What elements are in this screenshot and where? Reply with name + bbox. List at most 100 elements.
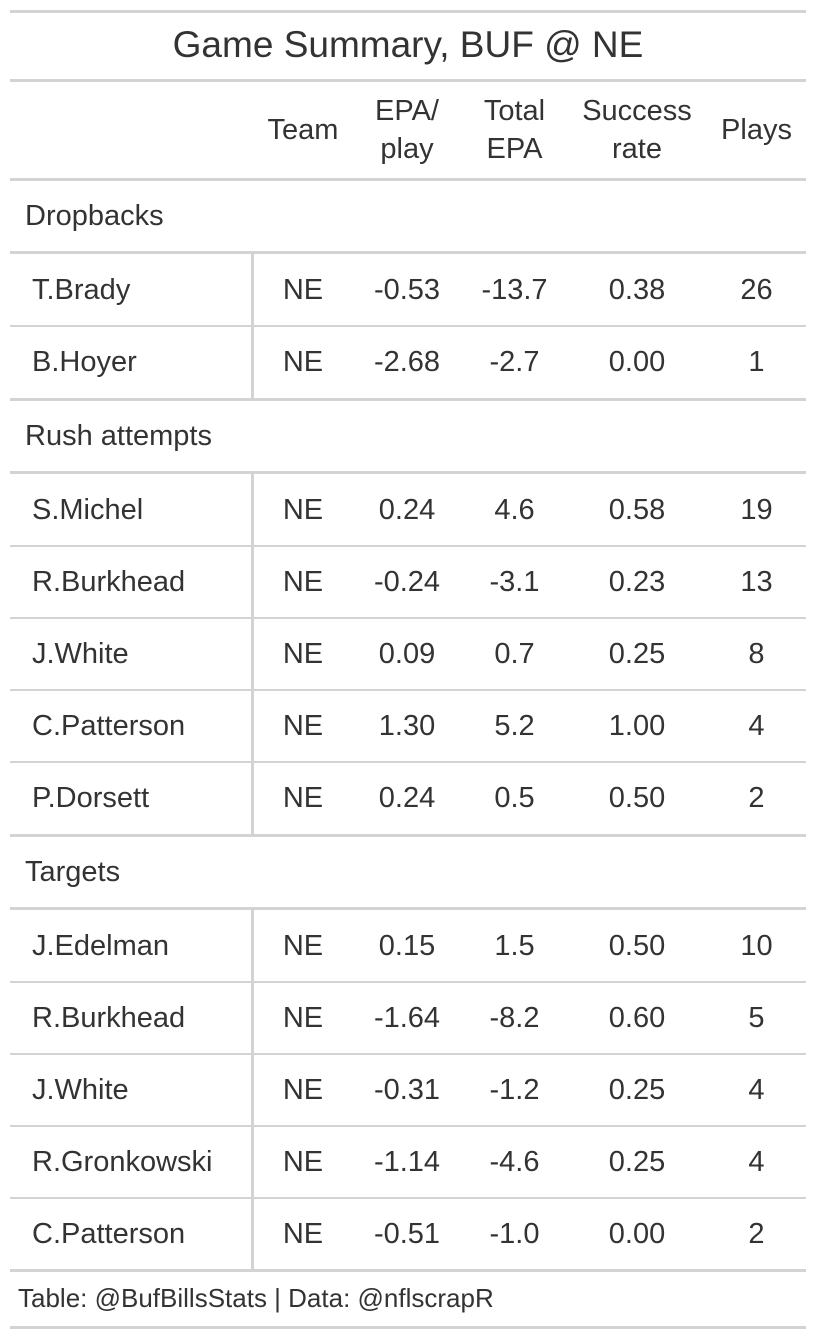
table-row: J.Edelman NE 0.15 1.5 0.50 10 <box>10 910 806 982</box>
cell-plays: 2 <box>748 1217 765 1250</box>
cell-name: J.Edelman <box>32 929 170 962</box>
cell-name: R.Burkhead <box>32 1001 186 1034</box>
cell-team: NE <box>282 565 324 598</box>
cell-team: NE <box>282 1145 324 1178</box>
row-divider <box>10 325 806 327</box>
cell-success-rate: 0.25 <box>608 1145 666 1178</box>
group-rule <box>10 907 806 910</box>
cell-epa-per-play: -0.53 <box>373 273 441 306</box>
cell-success-rate: 0.00 <box>608 1217 666 1250</box>
cell-name: R.Burkhead <box>32 565 186 598</box>
table-row: B.Hoyer NE -2.68 -2.7 0.00 1 <box>10 326 806 398</box>
cell-total-epa: -2.7 <box>489 345 540 378</box>
cell-team: NE <box>282 1073 324 1106</box>
cell-plays: 2 <box>748 781 765 814</box>
group-label: Rush attempts <box>25 419 212 452</box>
cell-epa-per-play: -2.68 <box>373 345 441 378</box>
table-row: R.Burkhead NE -0.24 -3.1 0.23 13 <box>10 546 806 618</box>
cell-total-epa: -4.6 <box>489 1145 540 1178</box>
cell-team: NE <box>282 929 324 962</box>
table-row: R.Gronkowski NE -1.14 -4.6 0.25 4 <box>10 1126 806 1198</box>
cell-success-rate: 0.25 <box>608 1073 666 1106</box>
cell-team: NE <box>282 345 324 378</box>
row-divider <box>10 1197 806 1199</box>
table-row: C.Patterson NE 1.30 5.2 1.00 4 <box>10 690 806 762</box>
cell-total-epa: 0.5 <box>494 781 535 814</box>
cell-epa-per-play: 0.24 <box>378 781 436 814</box>
cell-epa-per-play: -1.64 <box>373 1001 441 1034</box>
cell-plays: 1 <box>748 345 765 378</box>
column-header-plays: Plays <box>721 114 792 146</box>
row-divider <box>10 1125 806 1127</box>
cell-total-epa: -1.2 <box>489 1073 540 1106</box>
row-divider <box>10 981 806 983</box>
cell-name: T.Brady <box>32 273 131 306</box>
column-header-epa-per-play: EPA/ play <box>375 95 439 165</box>
header-rule <box>10 178 806 181</box>
cell-team: NE <box>282 273 324 306</box>
group-end-rule <box>10 398 806 401</box>
stub-divider <box>251 474 254 834</box>
cell-name: B.Hoyer <box>32 345 137 378</box>
cell-total-epa: 5.2 <box>494 709 535 742</box>
group-rule <box>10 471 806 474</box>
cell-name: C.Patterson <box>32 709 186 742</box>
cell-team: NE <box>282 1001 324 1034</box>
cell-total-epa: 0.7 <box>494 637 535 670</box>
cell-plays: 4 <box>748 1145 765 1178</box>
table-row: J.White NE 0.09 0.7 0.25 8 <box>10 618 806 690</box>
group-label: Targets <box>25 855 121 888</box>
cell-epa-per-play: 0.24 <box>378 493 436 526</box>
table-row: R.Burkhead NE -1.64 -8.2 0.60 5 <box>10 982 806 1054</box>
cell-success-rate: 0.58 <box>608 493 666 526</box>
cell-epa-per-play: -0.31 <box>373 1073 441 1106</box>
cell-epa-per-play: -0.51 <box>373 1217 441 1250</box>
cell-name: R.Gronkowski <box>32 1145 213 1178</box>
cell-name: J.White <box>32 1073 129 1106</box>
cell-success-rate: 0.60 <box>608 1001 666 1034</box>
group-rule <box>10 251 806 254</box>
cell-success-rate: 0.00 <box>608 345 666 378</box>
top-border <box>10 10 806 13</box>
table-row: C.Patterson NE -0.51 -1.0 0.00 2 <box>10 1198 806 1270</box>
cell-total-epa: -8.2 <box>489 1001 540 1034</box>
cell-plays: 8 <box>748 637 765 670</box>
table-row: S.Michel NE 0.24 4.6 0.58 19 <box>10 474 806 546</box>
cell-name: P.Dorsett <box>32 781 150 814</box>
title-rule <box>10 79 806 82</box>
cell-plays: 19 <box>740 493 773 526</box>
cell-total-epa: -13.7 <box>481 273 548 306</box>
cell-epa-per-play: 0.15 <box>378 929 436 962</box>
column-header-success-rate: Success rate <box>582 95 692 165</box>
cell-plays: 4 <box>748 709 765 742</box>
cell-name: S.Michel <box>32 493 144 526</box>
cell-team: NE <box>282 781 324 814</box>
cell-total-epa: 4.6 <box>494 493 535 526</box>
cell-name: C.Patterson <box>32 1217 186 1250</box>
stub-divider <box>251 254 254 398</box>
cell-epa-per-play: -0.24 <box>373 565 441 598</box>
table-row: J.White NE -0.31 -1.2 0.25 4 <box>10 1054 806 1126</box>
cell-plays: 5 <box>748 1001 765 1034</box>
cell-success-rate: 1.00 <box>608 709 666 742</box>
stub-divider <box>251 910 254 1270</box>
cell-success-rate: 0.38 <box>608 273 666 306</box>
table-row: T.Brady NE -0.53 -13.7 0.38 26 <box>10 254 806 326</box>
cell-team: NE <box>282 493 324 526</box>
row-divider <box>10 761 806 763</box>
body-bottom-rule <box>10 1269 806 1272</box>
row-divider <box>10 1053 806 1055</box>
cell-total-epa: -1.0 <box>489 1217 540 1250</box>
row-divider <box>10 617 806 619</box>
column-header-total-epa: Total EPA <box>483 95 546 165</box>
cell-plays: 26 <box>740 273 773 306</box>
cell-team: NE <box>282 1217 324 1250</box>
cell-success-rate: 0.50 <box>608 929 666 962</box>
row-divider <box>10 545 806 547</box>
table-title: Game Summary, BUF @ NE <box>172 24 644 65</box>
cell-success-rate: 0.23 <box>608 565 666 598</box>
group-end-rule <box>10 834 806 837</box>
source-note: Table: @BufBillsStats | Data: @nflscrapR <box>18 1282 494 1313</box>
cell-epa-per-play: 1.30 <box>378 709 436 742</box>
group-label: Dropbacks <box>25 199 164 232</box>
